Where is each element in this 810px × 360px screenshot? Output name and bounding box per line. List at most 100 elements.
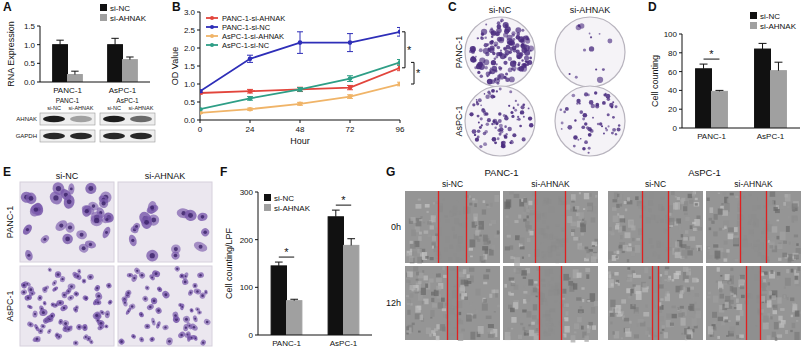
- texture: [497, 305, 500, 308]
- texture: [494, 235, 498, 238]
- texture: [442, 308, 446, 311]
- texture: [523, 285, 525, 288]
- texture: [532, 315, 537, 319]
- texture: [694, 302, 696, 305]
- texture: [488, 324, 494, 328]
- cell: [93, 284, 101, 292]
- texture: [415, 204, 421, 209]
- colony: [602, 101, 606, 105]
- blot-band: [103, 116, 125, 122]
- nucleus: [203, 230, 207, 234]
- texture: [662, 325, 665, 328]
- nucleus: [27, 254, 30, 257]
- texture: [507, 235, 511, 238]
- texture: [505, 332, 511, 340]
- error-bar: [347, 76, 353, 82]
- cell: [174, 265, 181, 272]
- legend-swatch: [264, 204, 271, 211]
- texture: [616, 251, 619, 254]
- cell: [130, 333, 137, 340]
- texture: [483, 235, 488, 242]
- texture: [578, 309, 584, 313]
- texture: [723, 220, 729, 226]
- texture: [786, 226, 790, 232]
- colony: [607, 113, 610, 116]
- marker: [248, 57, 253, 62]
- wound-gap: [536, 191, 566, 263]
- cell: [73, 340, 79, 345]
- texture: [469, 203, 472, 206]
- colony: [493, 119, 498, 124]
- texture: [778, 258, 781, 261]
- colony: [475, 138, 479, 142]
- colony: [480, 36, 483, 39]
- cell: [151, 269, 161, 278]
- cell: [200, 339, 207, 347]
- texture: [516, 268, 522, 274]
- colony: [496, 63, 498, 65]
- nucleus: [146, 325, 148, 327]
- texture: [433, 333, 436, 336]
- nucleus: [84, 326, 86, 328]
- nucleus: [60, 321, 62, 323]
- texture: [410, 293, 413, 298]
- colony: [581, 125, 585, 129]
- texture: [435, 234, 438, 236]
- texture: [694, 202, 699, 206]
- colony: [583, 113, 588, 118]
- cell: [59, 275, 66, 282]
- colony: [513, 69, 515, 71]
- texture: [695, 293, 699, 297]
- annotation: *: [341, 194, 346, 206]
- cell: [67, 283, 75, 289]
- cell: [88, 209, 105, 226]
- y-axis: [258, 192, 259, 335]
- cell: [88, 339, 94, 345]
- y-tick-label: 40: [668, 86, 677, 95]
- colony: [602, 68, 605, 71]
- texture: [438, 302, 443, 308]
- texture: [508, 292, 511, 296]
- wound-edge: [447, 266, 448, 340]
- texture: [687, 287, 690, 291]
- texture: [563, 274, 569, 281]
- blot-band: [103, 133, 125, 139]
- texture: [494, 195, 499, 202]
- texture: [787, 206, 790, 208]
- colony: [523, 116, 525, 118]
- cell: [125, 289, 133, 296]
- colony: [560, 109, 563, 112]
- colony: [525, 39, 530, 44]
- texture: [494, 311, 496, 312]
- bar: [344, 245, 359, 335]
- texture: [407, 310, 410, 315]
- texture: [488, 334, 494, 338]
- texture: [615, 282, 618, 284]
- texture: [612, 199, 617, 202]
- nucleus: [75, 309, 77, 311]
- colony: [592, 117, 594, 119]
- texture: [592, 325, 596, 330]
- nucleus: [191, 337, 193, 339]
- texture: [723, 252, 728, 257]
- cell: [127, 273, 134, 278]
- texture: [418, 281, 421, 284]
- texture: [523, 327, 526, 331]
- texture: [504, 202, 510, 210]
- annotation-bracket: [402, 32, 405, 68]
- colony: [486, 123, 490, 127]
- colony: [595, 105, 599, 109]
- error-bar: [297, 32, 303, 54]
- colony: [588, 127, 592, 131]
- error-bar: [759, 43, 767, 49]
- texture: [458, 333, 463, 341]
- texture: [418, 199, 421, 201]
- texture: [461, 293, 467, 300]
- micrograph: [503, 191, 598, 263]
- texture: [470, 302, 472, 305]
- nucleus: [155, 272, 158, 275]
- texture: [785, 194, 791, 201]
- nucleus: [196, 290, 198, 292]
- error-bar: [347, 95, 353, 99]
- texture: [697, 227, 702, 231]
